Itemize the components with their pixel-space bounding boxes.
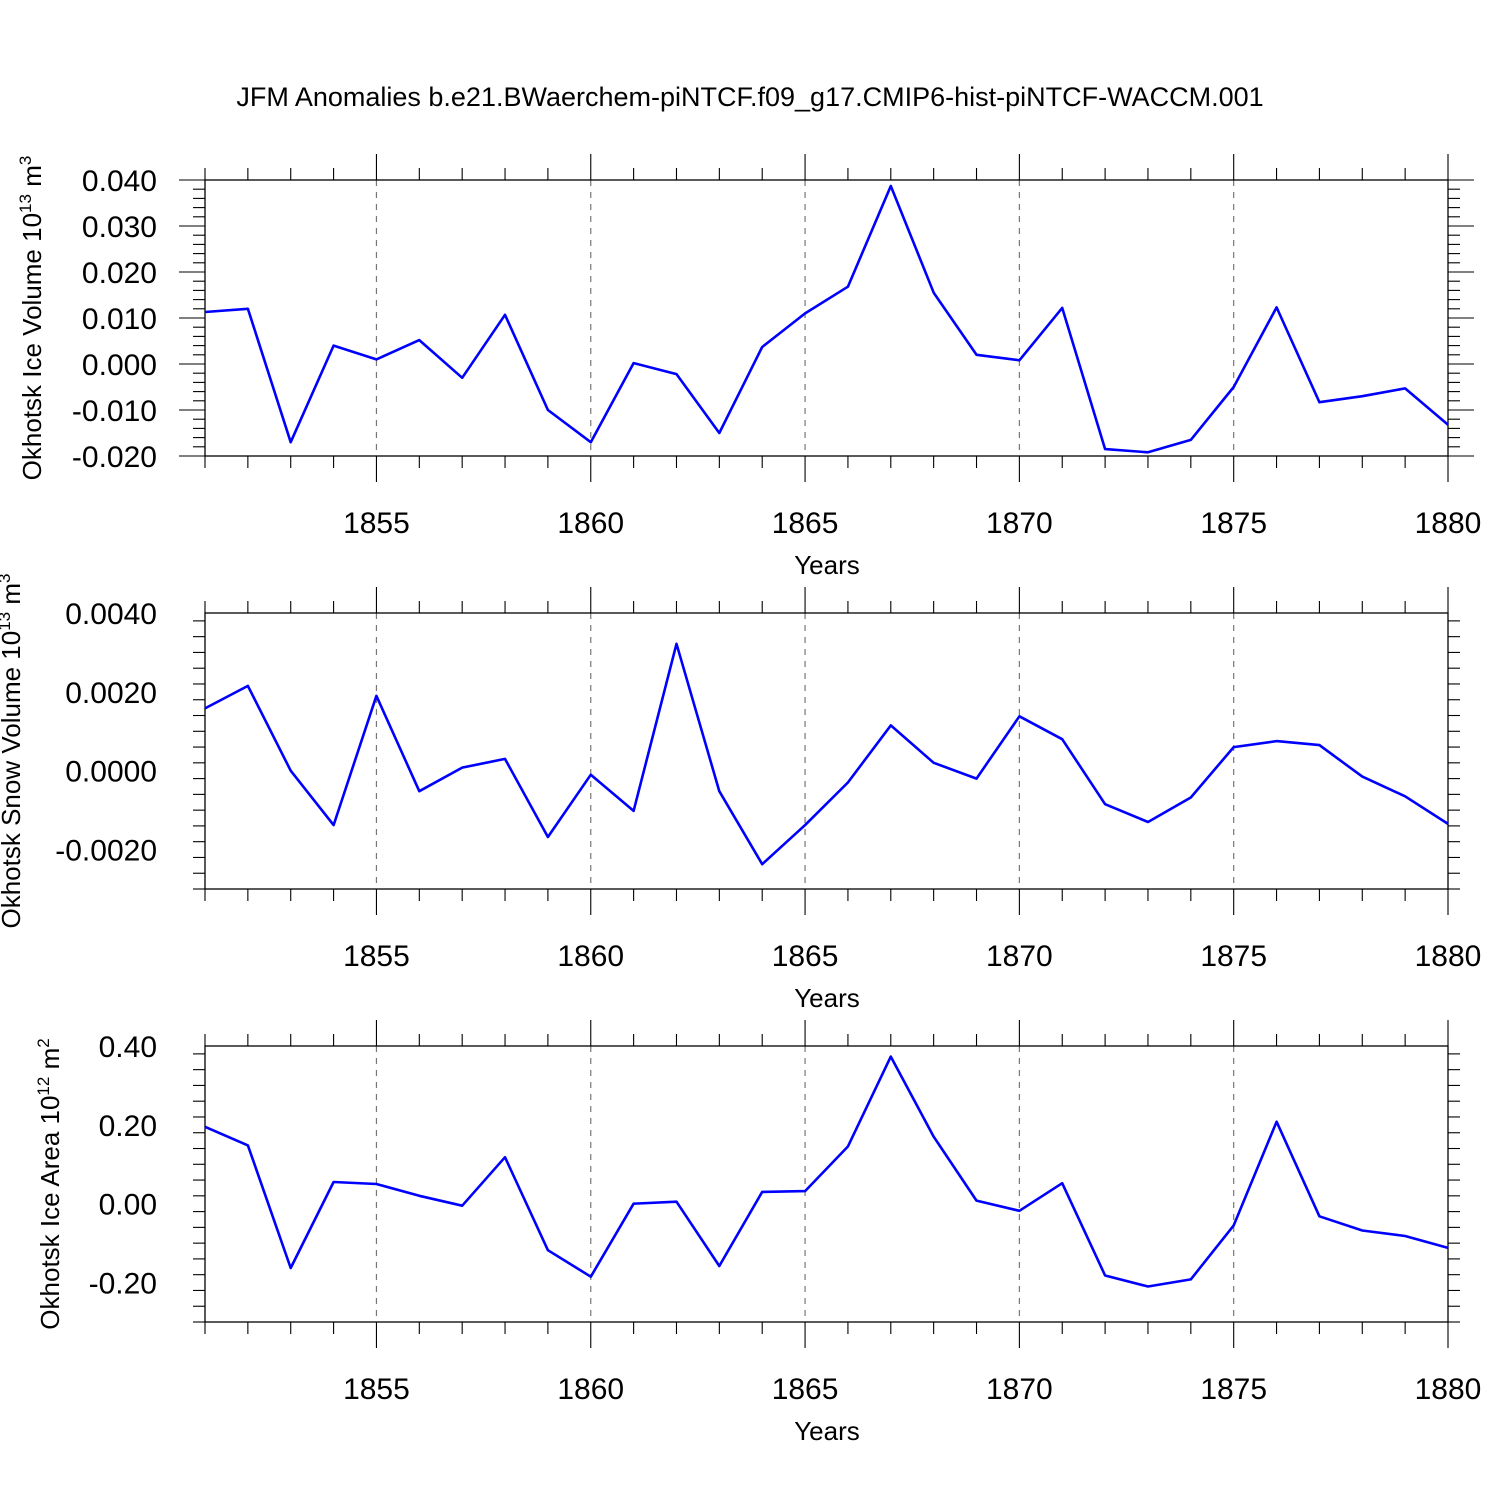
plot-frame bbox=[204, 1045, 1449, 1323]
x-tick-label: 1865 bbox=[772, 1373, 839, 1406]
x-tick-label: 1865 bbox=[772, 507, 839, 540]
series-line bbox=[204, 1055, 1449, 1288]
y-tick-label: 0.40 bbox=[99, 1031, 157, 1064]
x-tick-label: 1870 bbox=[986, 507, 1053, 540]
y-axis-label-text: Okhotsk Ice Area 10 bbox=[35, 1096, 65, 1330]
x-axis-label: Years bbox=[794, 550, 860, 580]
chart-panel-2: -0.0020 0.0000 0.0020 0.0040 1855 1860 1865 187… bbox=[0, 574, 1481, 1014]
series-line bbox=[204, 642, 1449, 866]
y-axis-label-unit-exponent: 3 bbox=[16, 156, 35, 165]
y-tick-label: -0.020 bbox=[72, 441, 157, 474]
figure-title: JFM Anomalies b.e21.BWaerchem-piNTCF.f09… bbox=[236, 82, 1263, 112]
y-tick-label: 0.0020 bbox=[65, 677, 157, 710]
y-axis-label-unit: m bbox=[35, 1048, 65, 1077]
x-axis-label: Years bbox=[794, 983, 860, 1013]
y-tick-label: 0.020 bbox=[82, 257, 157, 290]
series-line bbox=[204, 184, 1449, 454]
y-tick-label: -0.010 bbox=[72, 395, 157, 428]
y-axis-label: Okhotsk Ice Area 1012 m2 bbox=[34, 1038, 65, 1329]
y-axis-label-exponent: 13 bbox=[16, 194, 35, 213]
x-tick-label: 1880 bbox=[1415, 507, 1482, 540]
x-tick-label: 1880 bbox=[1415, 1373, 1482, 1406]
x-tick-label: 1880 bbox=[1415, 940, 1482, 973]
y-axis-label-exponent: 12 bbox=[34, 1077, 53, 1096]
x-axis-label: Years bbox=[794, 1416, 860, 1446]
x-tick-label: 1860 bbox=[557, 940, 624, 973]
y-tick-label: 0.00 bbox=[99, 1189, 157, 1222]
y-axis-label-text: Okhotsk Snow Volume 10 bbox=[0, 631, 26, 929]
plot-frame bbox=[204, 612, 1449, 890]
y-axis-label: Okhotsk Snow Volume 1013 m3 bbox=[0, 574, 26, 929]
y-tick-label: 0.0000 bbox=[65, 756, 157, 789]
x-tick-label: 1870 bbox=[986, 1373, 1053, 1406]
x-tick-label: 1875 bbox=[1200, 940, 1267, 973]
y-tick-label: 0.20 bbox=[99, 1110, 157, 1143]
y-axis-label-exponent: 13 bbox=[0, 612, 14, 631]
x-tick-label: 1875 bbox=[1200, 1373, 1267, 1406]
x-tick-label: 1855 bbox=[343, 1373, 410, 1406]
x-tick-label: 1855 bbox=[343, 507, 410, 540]
x-tick-label: 1875 bbox=[1200, 507, 1267, 540]
chart-panel-1: -0.020 -0.010 0.000 0.010 0.020 0.030 0.040 185… bbox=[16, 154, 1481, 580]
y-tick-label: -0.20 bbox=[89, 1268, 157, 1301]
y-tick-label: -0.0020 bbox=[55, 835, 157, 868]
x-tick-label: 1860 bbox=[557, 1373, 624, 1406]
y-tick-label: 0.000 bbox=[82, 349, 157, 382]
y-axis-label-unit: m bbox=[17, 165, 47, 194]
x-tick-label: 1870 bbox=[986, 940, 1053, 973]
y-tick-label: 0.010 bbox=[82, 303, 157, 336]
x-tick-label: 1855 bbox=[343, 940, 410, 973]
y-axis-label-unit: m bbox=[0, 583, 26, 612]
y-tick-label: 0.030 bbox=[82, 211, 157, 244]
y-axis-label-unit-exponent: 3 bbox=[0, 574, 14, 583]
plot-frame bbox=[204, 179, 1449, 457]
y-tick-label: 0.040 bbox=[82, 165, 157, 198]
y-axis-label-text: Okhotsk Ice Volume 10 bbox=[17, 213, 47, 480]
y-axis-label-unit-exponent: 2 bbox=[34, 1038, 53, 1047]
chart-panel-3: -0.20 0.00 0.20 0.40 1855 1860 1865 1870 1875 188… bbox=[34, 1020, 1481, 1446]
x-tick-label: 1860 bbox=[557, 507, 624, 540]
y-axis-label: Okhotsk Ice Volume 1013 m3 bbox=[16, 156, 47, 481]
x-tick-label: 1865 bbox=[772, 940, 839, 973]
y-tick-label: 0.0040 bbox=[65, 598, 157, 631]
